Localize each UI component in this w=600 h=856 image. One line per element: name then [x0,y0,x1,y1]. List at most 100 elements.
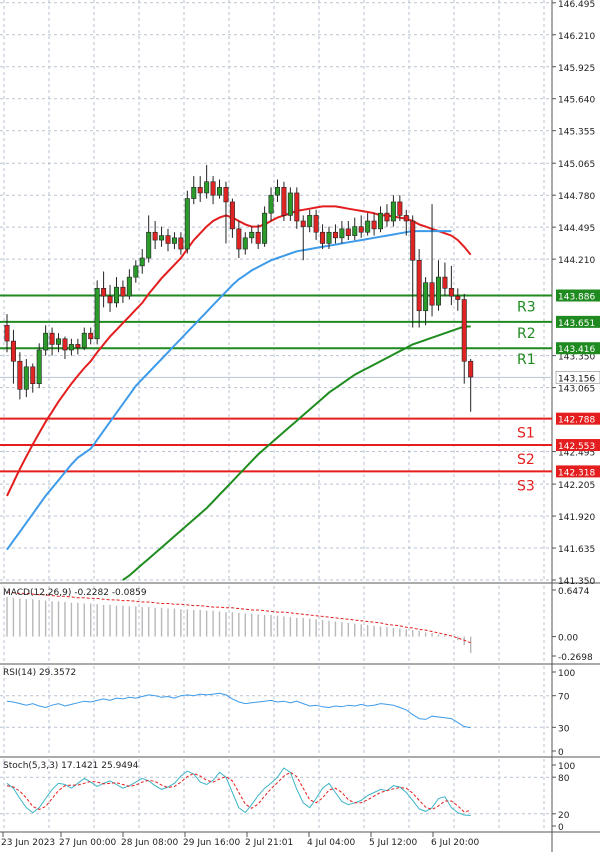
time-tick-label: 28 Jun 08:00 [121,838,178,848]
candle-body [17,360,23,390]
candle [62,336,68,359]
candle [268,187,274,222]
price-tick-label: 145.925 [558,64,595,74]
candle-body [120,286,126,297]
candle-body [94,288,100,340]
candle [300,215,306,261]
candle-body [49,332,55,345]
candle [126,269,132,300]
candle-body [165,235,171,244]
candle [397,195,403,222]
macd-tick-label: 0.00 [558,634,578,644]
candle-body [197,187,203,194]
candle-body [378,212,384,230]
price-tick-label: 146.210 [558,32,595,42]
candle [184,190,190,254]
candle [229,198,235,238]
candle-body [217,187,223,196]
candle [384,204,390,227]
candle-body [236,228,242,250]
candle-body [43,332,49,351]
rsi-pane[interactable]: RSI(14) 29.3572 100 70 30 0 [0,668,575,758]
candle-body [139,257,145,267]
candle [339,221,345,244]
candle-body [146,231,152,259]
candle-body [23,366,29,390]
candle-body [294,192,300,222]
candle [410,215,416,328]
candle-body [274,187,280,196]
macd-pane[interactable]: MACD(12,26,9) -0.2282 -0.0859 0.6474 0.00 -… [3,587,593,663]
candle-body [255,231,261,244]
candle [332,224,338,244]
candle-body [152,231,158,241]
candle-body [455,295,461,300]
candle [448,265,454,306]
candle [365,213,371,236]
candle [49,327,55,356]
price-tick-label: 142.495 [558,449,595,459]
level-name-r3: R3 [517,299,536,315]
candle [152,221,158,250]
candle [320,224,326,250]
candle-body [326,231,332,244]
candle [133,260,139,283]
candle [281,181,287,222]
candle-body [88,332,94,340]
candle-body [204,181,210,194]
stoch-tick-label: 80 [558,774,570,784]
candle-body [332,231,338,239]
candle [307,209,313,233]
stoch-signal-line [6,771,471,813]
candle [455,288,461,311]
level-price-box [556,289,600,302]
candle-body [242,237,248,250]
candle-body [435,276,441,306]
candle-body [178,237,184,250]
price-pane[interactable]: R3 R2 R1 S1 S2 S3 [0,164,552,581]
candle [88,327,94,345]
rsi-title: RSI(14) 29.3572 [3,668,76,678]
level-price-box [556,342,600,355]
rsi-tick-label: 30 [558,724,570,734]
price-tick-label: 141.635 [558,545,595,555]
macd-tick-label: -0.2698 [558,653,593,663]
candle [242,232,248,255]
candle-body [101,288,107,297]
level-price-label-s2: 142.553 [558,442,595,452]
time-tick-label: 23 Jun 2023 [1,838,55,848]
candle-body [56,338,62,345]
time-tick-label: 29 Jun 16:00 [183,838,240,848]
candle-body [171,237,177,244]
candle-body [75,344,81,349]
candle-body [107,295,113,304]
price-tick-label: 141.350 [558,577,595,587]
stoch-title: Stoch(5,3,3) 17.1421 25.9494 [3,761,139,771]
candle [204,164,210,199]
candle [197,176,203,202]
price-tick-label: 145.640 [558,96,595,106]
candle-body [416,259,422,312]
candle-body [403,215,409,222]
candle-body [365,220,371,233]
candle-body [410,220,416,261]
candle [249,226,255,244]
rsi-line [6,692,471,729]
candle-body [262,212,268,244]
level-name-s1: S1 [517,426,535,442]
candle [423,277,429,326]
stoch-pane[interactable]: Stoch(5,3,3) 17.1421 25.9494 100 80 20 0 [0,761,575,833]
candle-body [249,231,255,239]
candle [371,213,377,236]
candle [56,333,62,353]
candle [107,284,113,312]
candle [223,181,229,244]
candle [191,176,197,205]
rsi-tick-label: 100 [558,669,575,679]
rsi-tick-label: 0 [558,748,564,758]
stoch-tick-label: 100 [558,762,575,772]
candle [345,221,351,241]
price-tick-label: 146.495 [558,0,595,10]
